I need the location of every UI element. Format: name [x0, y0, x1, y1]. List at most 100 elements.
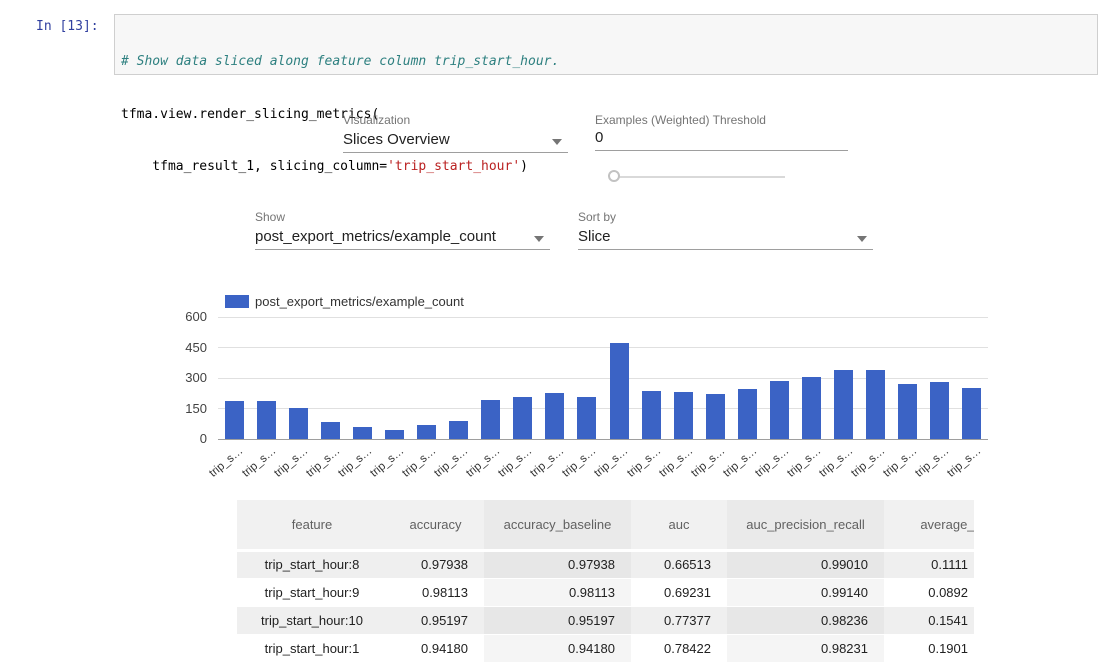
- bar: [641, 391, 661, 439]
- feature-cell: trip_start_hour:9: [237, 578, 387, 607]
- x-tick-label: trip_s…: [528, 445, 567, 480]
- x-tick-label: trip_s…: [336, 445, 375, 480]
- metric-cell: 0.97938: [387, 550, 484, 579]
- x-tick-label: trip_s…: [945, 445, 984, 480]
- x-tick-label: trip_s…: [400, 445, 439, 480]
- sort-by-select[interactable]: Slice: [578, 228, 873, 250]
- bar: [962, 388, 982, 439]
- chevron-down-icon: [534, 236, 544, 242]
- metric-cell: 0.94180: [484, 634, 631, 663]
- bar: [609, 343, 629, 439]
- bar: [545, 393, 565, 439]
- bar: [352, 427, 372, 439]
- code-line-1: # Show data sliced along feature column …: [121, 53, 1091, 71]
- metric-cell: 0.1901: [884, 634, 974, 663]
- legend-label: post_export_metrics/example_count: [255, 294, 464, 309]
- metrics-table-head-row: feature accuracy accuracy_baseline auc auc_p…: [237, 500, 974, 552]
- bar: [898, 384, 918, 439]
- x-axis-labels: trip_s… trip_s… trip_s… trip_s… trip_s… trip_…: [208, 440, 988, 480]
- x-tick-label: trip_s…: [239, 445, 278, 480]
- metric-cell: 0.78422: [631, 634, 727, 663]
- code-line-2: tfma.view.render_slicing_metrics(: [121, 106, 380, 122]
- y-tick-label: 300: [185, 370, 207, 385]
- metric-cell: 0.98113: [484, 578, 631, 607]
- x-tick-label: trip_s…: [560, 445, 599, 480]
- x-tick-label: trip_s…: [592, 445, 631, 480]
- select-underline: [255, 249, 550, 250]
- metric-cell: 0.1111: [884, 550, 974, 579]
- bar: [705, 394, 725, 439]
- table-row: trip_start_hour:9 0.98113 0.98113 0.69231 0.…: [237, 578, 974, 607]
- bar: [481, 400, 501, 439]
- column-header: auc_precision_recall: [727, 500, 884, 552]
- gridline: [218, 377, 988, 379]
- x-tick-label: trip_s…: [271, 445, 310, 480]
- metric-cell: 0.98231: [727, 634, 884, 663]
- x-tick-label: trip_s…: [817, 445, 856, 480]
- bar: [513, 397, 533, 439]
- column-header: auc: [631, 500, 727, 552]
- visualization-selected-value: Slices Overview: [343, 131, 450, 148]
- visualization-label: Visualization: [343, 113, 411, 127]
- metric-cell: 0.69231: [631, 578, 727, 607]
- table-row: trip_start_hour:1 0.94180 0.94180 0.78422 0.…: [237, 634, 974, 663]
- bar: [802, 377, 822, 439]
- select-underline: [343, 152, 568, 153]
- bar: [288, 408, 308, 439]
- show-metric-select[interactable]: post_export_metrics/example_count: [255, 228, 550, 250]
- legend-swatch: [225, 295, 249, 308]
- y-tick-label: 150: [185, 400, 207, 416]
- table-row: trip_start_hour:10 0.95197 0.95197 0.77377 0…: [237, 606, 974, 635]
- y-axis-labels: 0 150 300 450 600: [158, 309, 207, 446]
- threshold-slider-track[interactable]: [616, 176, 785, 178]
- column-header: feature: [237, 500, 387, 552]
- metric-cell: 0.95197: [387, 606, 484, 635]
- x-tick-label: trip_s…: [721, 445, 760, 480]
- gridline: [218, 316, 988, 318]
- bar: [866, 370, 886, 439]
- metric-cell: 0.94180: [387, 634, 484, 663]
- x-tick-label: trip_s…: [881, 445, 920, 480]
- bar: [320, 422, 340, 439]
- x-tick-label: trip_s…: [785, 445, 824, 480]
- code-comment: # Show data sliced along feature column …: [121, 54, 560, 69]
- gridline: [218, 408, 988, 409]
- metric-cell: 0.95197: [484, 606, 631, 635]
- gridline: [218, 347, 988, 348]
- metric-cell: 0.98236: [727, 606, 884, 635]
- y-tick-label: 450: [185, 339, 207, 355]
- metric-cell: 0.99010: [727, 550, 884, 579]
- bar: [673, 392, 693, 439]
- bar: [737, 389, 757, 439]
- x-tick-label: trip_s…: [688, 445, 728, 480]
- column-header: accuracy: [387, 500, 484, 552]
- bar: [577, 397, 597, 439]
- feature-cell: trip_start_hour:10: [237, 606, 387, 635]
- bar: [224, 401, 244, 439]
- x-tick-label: trip_s…: [849, 445, 888, 480]
- select-underline: [578, 249, 873, 250]
- bar: [769, 381, 789, 439]
- code-line-3: tfma_result_1, slicing_column='trip_star…: [121, 159, 528, 174]
- threshold-slider-knob[interactable]: [608, 170, 620, 182]
- metric-cell: 0.98113: [387, 578, 484, 607]
- visualization-select[interactable]: Slices Overview: [343, 131, 568, 153]
- x-tick-label: trip_s…: [624, 445, 663, 480]
- show-label: Show: [255, 210, 286, 224]
- bar: [256, 401, 276, 439]
- x-tick-label: trip_s…: [207, 445, 246, 480]
- y-tick-label: 600: [185, 309, 207, 324]
- x-tick-label: trip_s…: [464, 445, 503, 480]
- bar: [449, 421, 469, 439]
- x-tick-label: trip_s…: [656, 445, 695, 480]
- threshold-input[interactable]: [595, 129, 848, 151]
- threshold-label: Examples (Weighted) Threshold: [595, 113, 766, 127]
- metrics-table-container[interactable]: feature accuracy accuracy_baseline auc auc_p…: [237, 500, 974, 668]
- bar: [930, 382, 950, 439]
- bar: [417, 425, 437, 439]
- chevron-down-icon: [857, 236, 867, 242]
- x-tick-label: trip_s…: [753, 445, 792, 480]
- plot-area: [218, 316, 988, 440]
- code-cell[interactable]: # Show data sliced along feature column …: [114, 14, 1098, 174]
- metric-cell: 0.0892: [884, 578, 974, 607]
